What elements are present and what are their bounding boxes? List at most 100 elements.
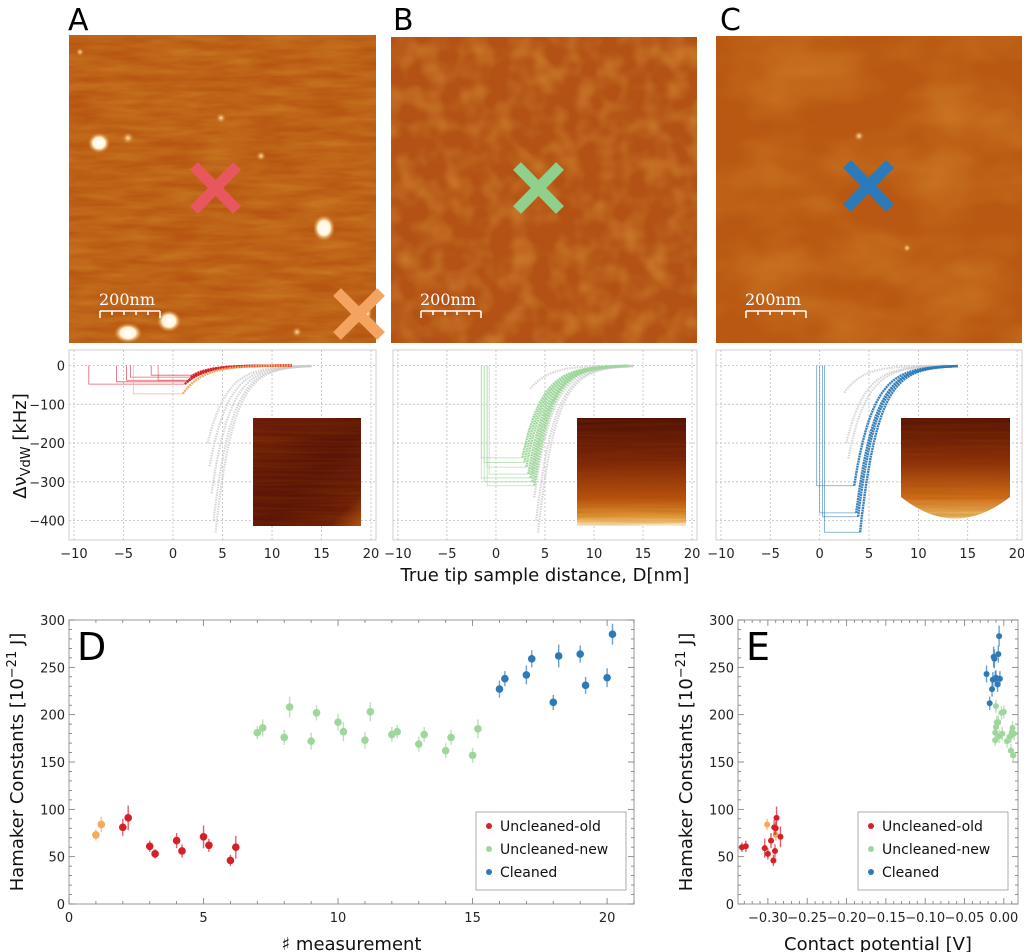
x-tick-label: 15 — [464, 911, 481, 926]
data-point — [995, 719, 1002, 726]
retraction-line — [150, 365, 193, 376]
inset-heatmap-b — [577, 418, 686, 526]
legend-marker — [868, 823, 874, 829]
svg-text:200nm: 200nm — [99, 290, 155, 309]
legend-marker — [486, 823, 492, 829]
series-uncleaned-new — [992, 699, 1018, 762]
y-tick-label: 100 — [709, 803, 734, 818]
legend-label: Uncleaned-new — [500, 842, 608, 858]
x-tick-label: −5 — [437, 547, 456, 562]
x-tick-label: −0.30 — [748, 911, 788, 926]
data-point — [178, 847, 186, 855]
panel-label-b: B — [393, 3, 414, 38]
data-point — [554, 652, 563, 660]
data-point — [232, 843, 240, 851]
data-point — [1007, 747, 1014, 754]
y-tick-label: −300 — [29, 476, 65, 491]
y-axis-title-unit: J] — [7, 633, 28, 651]
force-curve — [521, 364, 629, 459]
y-tick-label: 200 — [709, 709, 734, 724]
panel-label-e: E — [746, 625, 770, 669]
force-curve — [529, 364, 634, 390]
force-ylabel: ΔνVdW [kHz] — [10, 393, 34, 499]
data-point — [468, 751, 477, 760]
x-tick-label: 0.00 — [989, 911, 1018, 926]
data-point — [983, 670, 990, 677]
panel-label-a: A — [68, 3, 89, 38]
y-tick-label: 300 — [40, 614, 65, 629]
legend-label: Uncleaned-new — [882, 842, 990, 858]
legend-marker — [868, 869, 874, 875]
data-point — [92, 831, 100, 839]
scale-bar-b: 200nm — [420, 290, 482, 318]
x-tick-label: −0.15 — [866, 911, 906, 926]
x-tick-label: −5 — [761, 547, 780, 562]
x-tick-label: 10 — [586, 547, 603, 562]
data-point — [992, 723, 999, 730]
data-point — [581, 681, 590, 690]
data-point — [761, 845, 768, 852]
retraction-line — [157, 365, 185, 381]
retraction-line — [488, 365, 529, 475]
force-xlabel: True tip sample distance, D[nm] — [400, 565, 690, 586]
scale-bar-a: 200nm — [99, 290, 161, 318]
series-uncleaned-old-light- — [92, 816, 106, 841]
data-point — [771, 847, 778, 854]
data-point — [549, 698, 558, 707]
y-tick-label: 0 — [726, 898, 734, 913]
force-curve — [214, 365, 312, 533]
data-point — [986, 700, 993, 707]
y-tick-label: 50 — [717, 851, 734, 866]
data-point — [199, 832, 208, 841]
legend-label: Uncleaned-old — [882, 819, 983, 835]
y-axis-title-exponent: −21 — [5, 651, 20, 678]
x-tick-label: 15 — [313, 547, 330, 562]
scale-bar-c: 200nm — [745, 290, 807, 318]
data-point — [994, 681, 1001, 688]
data-point — [770, 857, 777, 864]
x-tick-label: 15 — [959, 547, 976, 562]
y-tick-label: −100 — [29, 398, 65, 413]
y-tick-label: 50 — [48, 851, 65, 866]
x-tick-label: −5 — [114, 547, 133, 562]
y-axis-title-main: Hamaker Constants [10 — [676, 678, 697, 891]
data-point — [226, 856, 235, 865]
legend-marker — [486, 869, 492, 875]
data-point — [576, 650, 584, 658]
force-curve — [858, 365, 958, 533]
force-curve — [533, 364, 634, 498]
x-tick-label: 10 — [330, 911, 347, 926]
retraction-line — [486, 365, 535, 487]
legend-label: Cleaned — [500, 865, 557, 881]
data-point — [768, 837, 775, 844]
svg-text:200nm: 200nm — [745, 290, 801, 309]
retraction-line — [116, 365, 187, 383]
legend-box — [475, 811, 627, 891]
x-tick-label: −0.10 — [905, 911, 945, 926]
data-point — [772, 825, 779, 832]
y-tick-label: 100 — [40, 803, 65, 818]
retraction-line — [819, 365, 857, 514]
data-point — [742, 843, 749, 850]
data-point — [495, 685, 504, 693]
data-point — [172, 836, 181, 845]
data-point — [992, 737, 999, 744]
data-point — [285, 703, 294, 711]
x-axis-title: ♯ measurement — [281, 934, 421, 952]
series-cleaned — [495, 623, 617, 710]
panel-label-d: D — [77, 625, 106, 669]
force-curve — [843, 364, 948, 394]
legend: Uncleaned-old Uncleaned-new Cleaned — [475, 811, 627, 891]
data-point — [312, 708, 321, 717]
x-tick-label: 20 — [684, 547, 701, 562]
y-tick-label: 150 — [40, 756, 65, 771]
x-tick-label: −0.05 — [945, 911, 985, 926]
force-curve — [212, 365, 312, 521]
data-point — [366, 708, 375, 716]
y-axis-title-unit: J] — [676, 633, 697, 651]
data-point — [1011, 730, 1018, 737]
data-point — [253, 728, 262, 737]
force-curve — [181, 364, 292, 395]
y-tick-label: 250 — [40, 661, 65, 676]
